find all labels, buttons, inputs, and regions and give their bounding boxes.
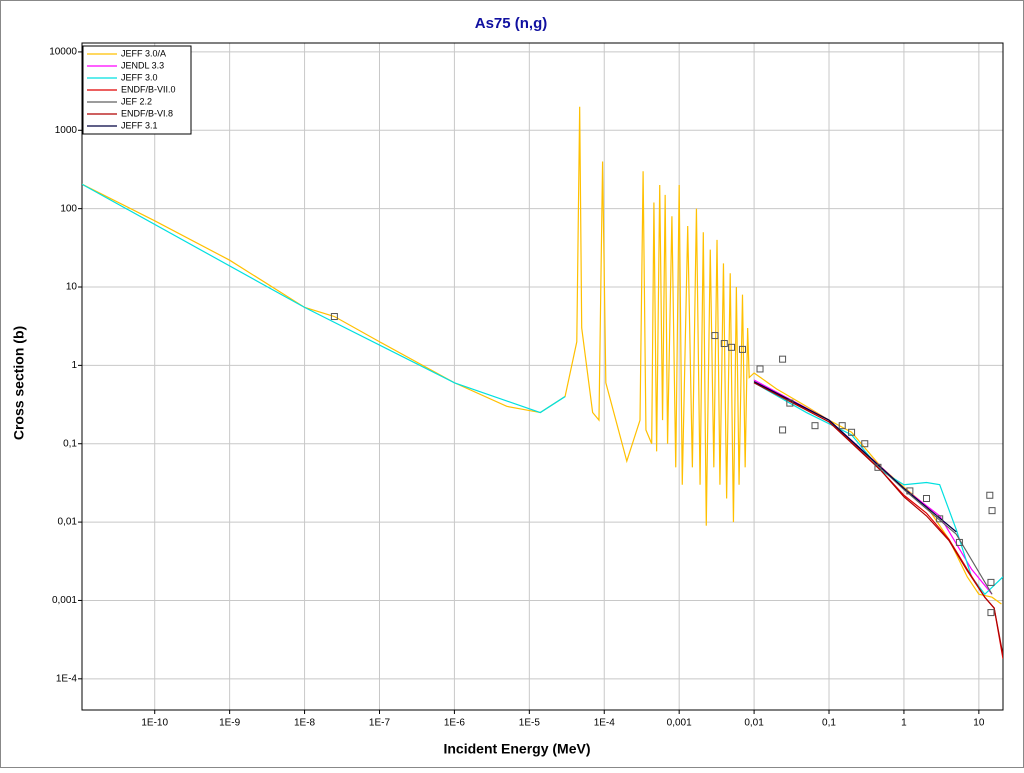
data-point [987, 578, 995, 586]
legend-label: ENDF/B-VI.8 [121, 108, 173, 118]
legend-label: JENDL 3.3 [121, 60, 164, 70]
data-point [838, 422, 846, 430]
y-axis-label: Cross section (b) [11, 326, 27, 440]
legend-label: JEFF 3.0 [121, 72, 158, 82]
data-point [728, 343, 736, 351]
x-tick-label: 1 [901, 718, 907, 729]
x-tick-label: 1E-7 [369, 718, 391, 729]
x-tick-label: 1E-10 [141, 718, 168, 729]
y-tick-label: 0,001 [52, 595, 77, 606]
data-point [922, 495, 930, 503]
data-point [811, 422, 819, 430]
plot [82, 106, 1003, 659]
x-tick-label: 1E-8 [294, 718, 316, 729]
x-tick-label: 0,01 [744, 718, 764, 729]
x-tick-label: 10 [973, 718, 985, 729]
y-tick-label: 100 [60, 203, 77, 214]
series-line [753, 382, 1003, 656]
y-tick-label: 10000 [49, 47, 77, 58]
x-tick-label: 0,1 [822, 718, 836, 729]
data-point [955, 538, 963, 546]
chart-title: As75 (n,g) [475, 15, 548, 32]
x-tick-label: 0,001 [667, 718, 692, 729]
data-point [779, 355, 787, 363]
plot-area [81, 42, 1004, 711]
data-point [720, 340, 728, 348]
y-tick-label: 1000 [55, 125, 78, 136]
legend-label: JEFF 3.0/A [121, 48, 166, 58]
x-axis-label: Incident Energy (MeV) [443, 741, 590, 757]
x-tick-label: 1E-4 [594, 718, 616, 729]
data-point [874, 463, 882, 471]
data-point [848, 428, 856, 436]
y-tick-label: 10 [66, 282, 78, 293]
y-tick-label: 1E-4 [56, 673, 78, 684]
y-tick-label: 0,1 [63, 438, 77, 449]
data-point [738, 345, 746, 353]
data-point [711, 332, 719, 340]
data-point [756, 365, 764, 373]
data-point [786, 399, 794, 407]
legend-label: ENDF/B-VII.0 [121, 84, 176, 94]
x-tick-label: 1E-9 [219, 718, 241, 729]
data-point [936, 515, 944, 523]
legend-label: JEF 2.2 [121, 96, 152, 106]
data-point [906, 487, 914, 495]
y-tick-label: 1 [71, 360, 77, 371]
data-point [330, 313, 338, 321]
y-tick-label: 0,01 [58, 517, 78, 528]
data-point [988, 507, 996, 515]
data-point [987, 609, 995, 617]
data-point [779, 426, 787, 434]
series-line [753, 381, 957, 533]
data-point [986, 491, 994, 499]
series-line [82, 106, 1002, 605]
x-tick-label: 1E-6 [444, 718, 466, 729]
x-tick-label: 1E-5 [519, 718, 541, 729]
data-point [861, 440, 869, 448]
legend-label: JEFF 3.1 [121, 120, 158, 130]
